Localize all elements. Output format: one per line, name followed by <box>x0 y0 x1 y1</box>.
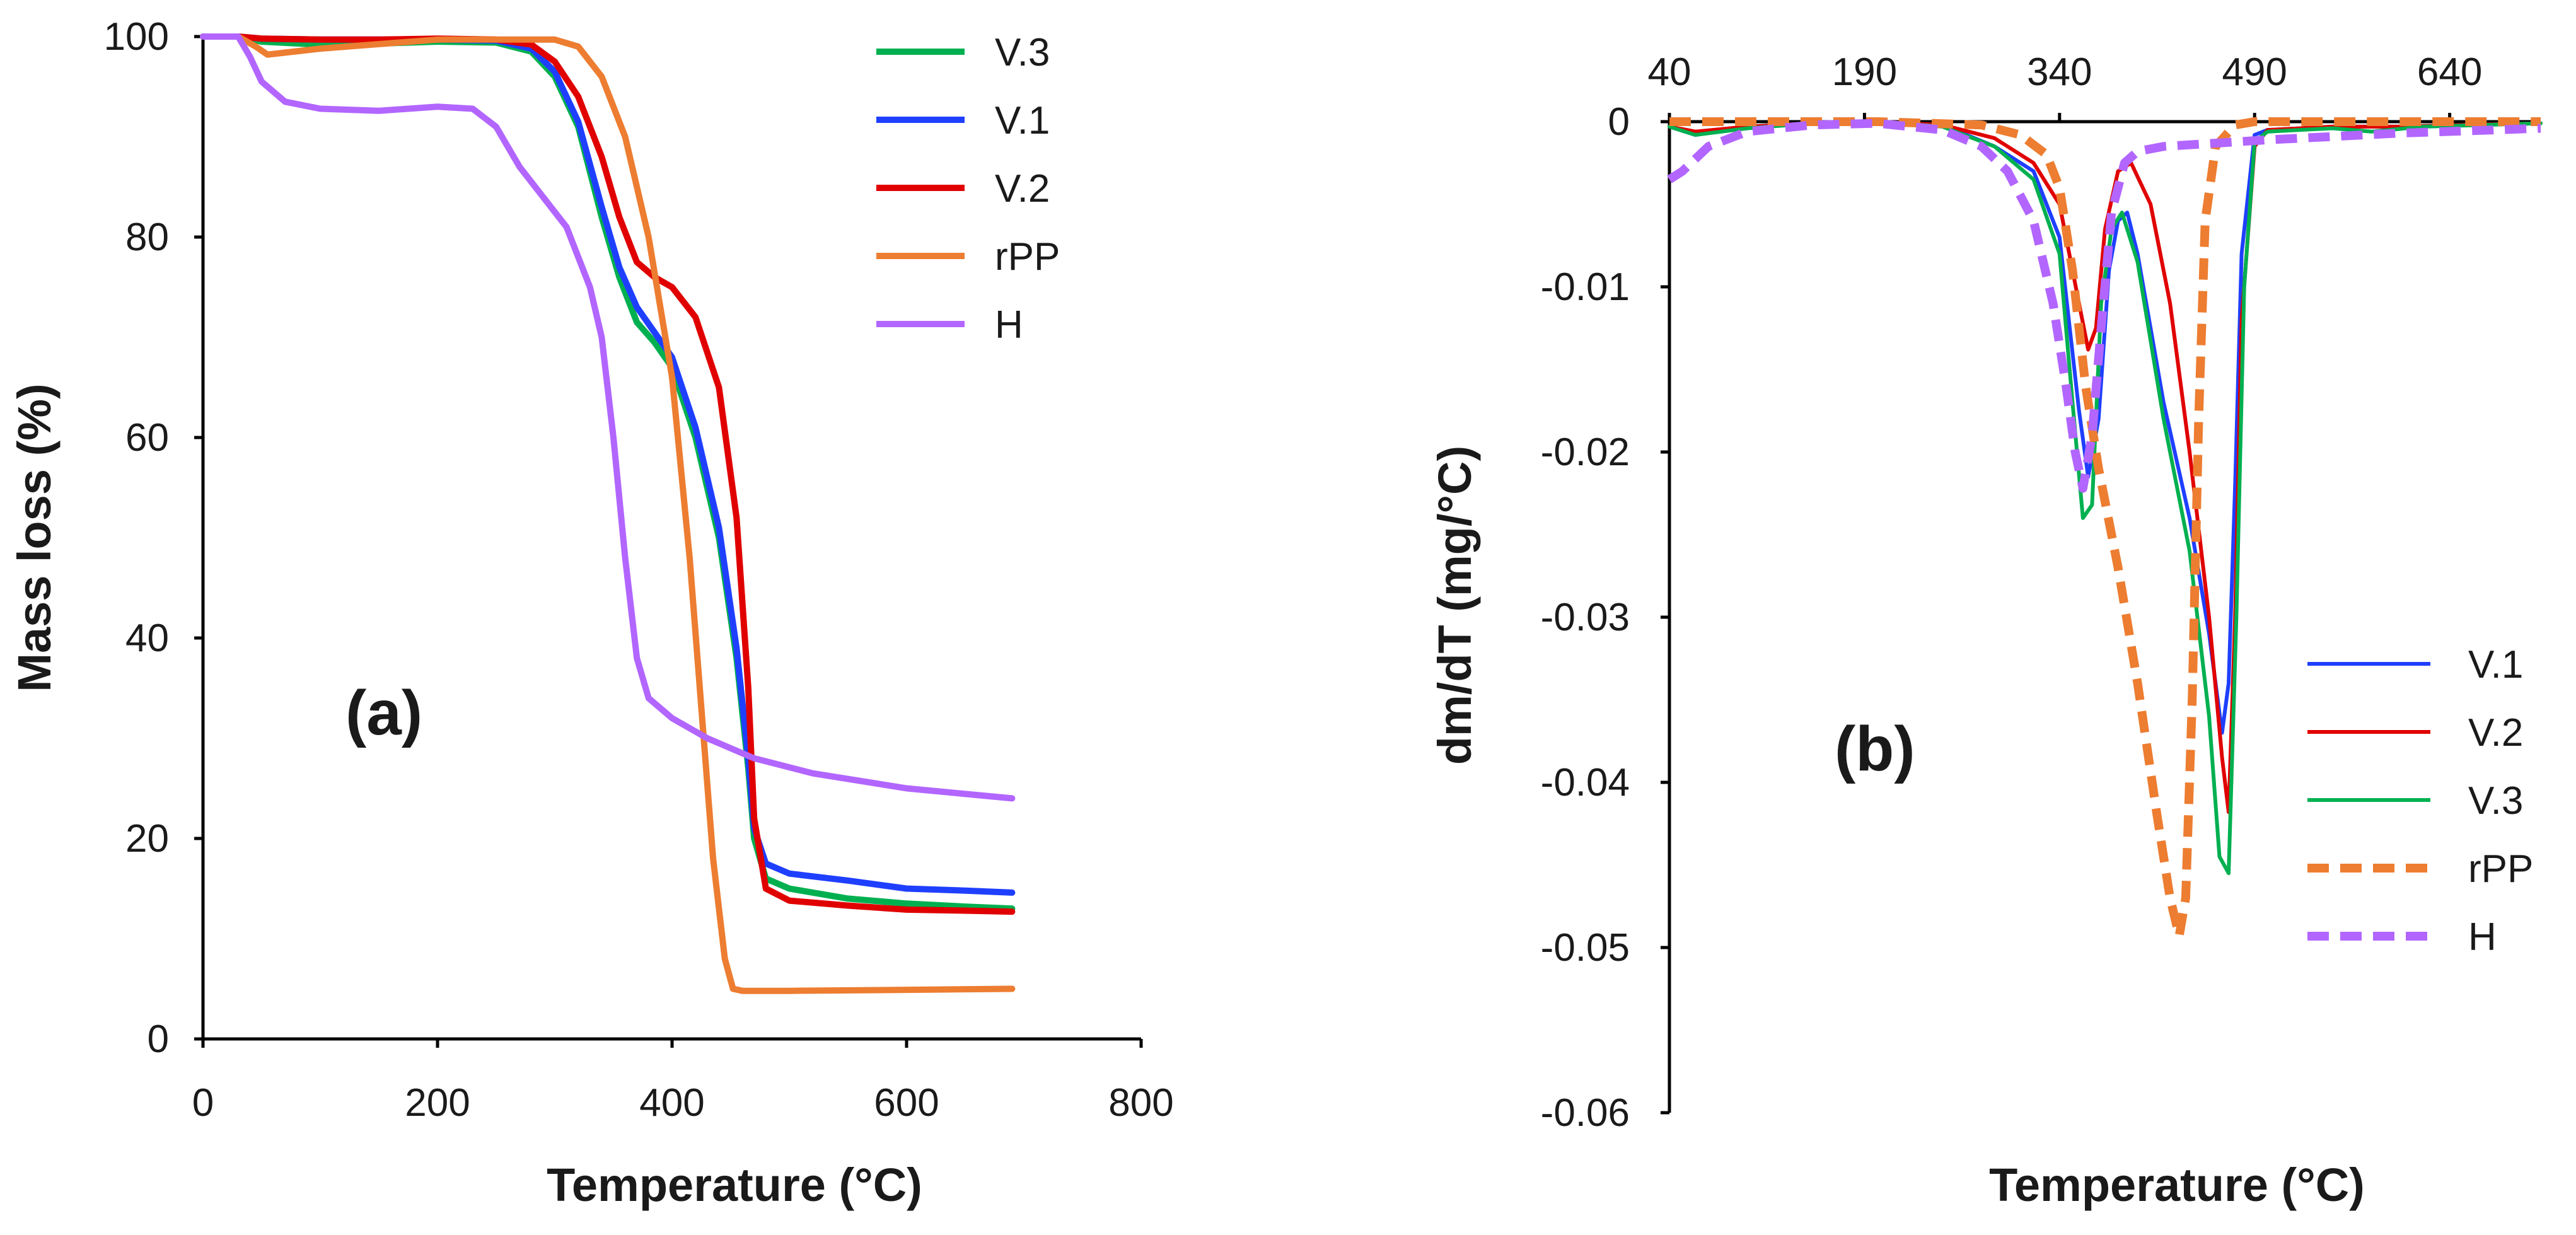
legend-label-v-2: V.2 <box>995 167 1050 211</box>
x-tick-label: 800 <box>1108 1081 1173 1125</box>
legend-label-v-2: V.2 <box>2468 711 2523 755</box>
series-line-h <box>1667 119 2541 493</box>
y-tick-label: -0.02 <box>1541 431 1630 474</box>
chart-panel-a: 0 200 400 600 800 0 20 40 60 80 100 Temperature (°C… <box>8 15 1174 1211</box>
series-line-v-2 <box>200 33 1016 915</box>
series-line-h <box>200 33 1016 802</box>
x-tick-label: 0 <box>192 1081 214 1125</box>
x-tick-label: 600 <box>874 1081 939 1125</box>
y-tick-label: 100 <box>104 15 169 59</box>
y-tick-label: 0 <box>1608 100 1630 144</box>
series-line-v-1 <box>1668 120 2543 735</box>
x-tick-label: 40 <box>1648 50 1691 94</box>
y-tick-label: 0 <box>148 1018 169 1061</box>
y-tick-label: 80 <box>125 216 169 259</box>
series-line-rpp <box>200 33 1016 994</box>
x-tick-label: 490 <box>2222 50 2287 94</box>
legend-label-h: H <box>995 303 1023 347</box>
y-tick-label: -0.01 <box>1541 265 1630 309</box>
y-tick-label: -0.05 <box>1541 926 1630 970</box>
x-tick-label: 190 <box>1832 50 1897 94</box>
y-tick-label: 40 <box>125 617 169 660</box>
y-tick-label: -0.04 <box>1541 761 1630 804</box>
legend-label-v-3: V.3 <box>995 31 1050 74</box>
panel-label: (b) <box>1835 714 1915 784</box>
panel-label: (a) <box>345 678 422 748</box>
x-tick-label: 640 <box>2417 50 2482 94</box>
legend-label-h: H <box>2468 915 2497 959</box>
legend-label-v-1: V.1 <box>995 99 1050 142</box>
y-axis-title: dm/dT (mg/°C) <box>1429 446 1481 765</box>
x-tick-label: 400 <box>639 1081 704 1125</box>
series-line-v-1 <box>200 33 1016 896</box>
x-axis-title: Temperature (°C) <box>1989 1159 2365 1211</box>
y-axis-title: Mass loss (%) <box>8 383 61 692</box>
x-tick-label: 340 <box>2027 50 2092 94</box>
x-axis-title: Temperature (°C) <box>547 1159 922 1211</box>
legend-label-rpp: rPP <box>2468 847 2533 891</box>
y-tick-label: -0.06 <box>1541 1091 1630 1135</box>
y-tick-label: -0.03 <box>1541 596 1630 639</box>
series-line-v-2 <box>1668 120 2543 815</box>
x-tick-label: 200 <box>405 1081 470 1125</box>
chart-panel-b: 40 190 340 490 640 0 -0.01 -0.02 -0.03 -0.04 -0.05… <box>1429 50 2543 1211</box>
legend-label-rpp: rPP <box>995 235 1060 279</box>
legend-label-v-1: V.1 <box>2468 643 2523 687</box>
y-tick-label: 60 <box>125 416 169 460</box>
y-tick-label: 20 <box>125 817 169 861</box>
series-line-rpp <box>1669 117 2541 941</box>
legend-label-v-3: V.3 <box>2468 779 2523 823</box>
